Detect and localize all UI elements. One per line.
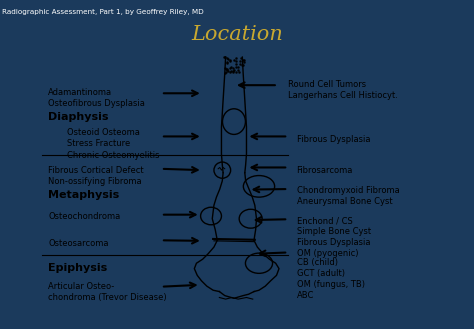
Point xyxy=(229,68,237,74)
Text: CB (child)
GCT (adult)
OM (fungus, TB)
ABC: CB (child) GCT (adult) OM (fungus, TB) A… xyxy=(297,258,365,300)
Point xyxy=(232,69,240,74)
Point xyxy=(230,58,238,63)
Text: Diaphysis: Diaphysis xyxy=(48,112,109,122)
Point xyxy=(235,70,243,75)
Point xyxy=(231,67,238,72)
Point xyxy=(226,57,233,62)
Point xyxy=(222,69,229,74)
Text: Location: Location xyxy=(191,25,283,44)
Point xyxy=(238,62,246,67)
Point xyxy=(228,64,235,70)
Point xyxy=(237,55,245,61)
Text: Chondromyxoid Fibroma
Aneurysmal Bone Cyst: Chondromyxoid Fibroma Aneurysmal Bone Cy… xyxy=(297,186,399,206)
Point xyxy=(224,56,232,61)
Point xyxy=(228,68,235,74)
Point xyxy=(232,56,240,61)
Text: Fibrosarcoma: Fibrosarcoma xyxy=(297,166,353,175)
Point xyxy=(226,65,233,70)
Point xyxy=(229,70,237,75)
Text: Metaphysis: Metaphysis xyxy=(48,190,119,200)
Point xyxy=(223,67,231,72)
Point xyxy=(240,59,247,64)
Point xyxy=(224,68,231,73)
Point xyxy=(223,66,230,71)
Text: Osteoid Osteoma
Stress Fracture
Chronic Osteomyelitis: Osteoid Osteoma Stress Fracture Chronic … xyxy=(67,128,160,160)
Text: Adamantinoma
Osteofibrous Dysplasia: Adamantinoma Osteofibrous Dysplasia xyxy=(48,88,145,108)
Text: Osteochondroma: Osteochondroma xyxy=(48,212,120,221)
Point xyxy=(221,54,228,60)
Text: Enchond / CS
Simple Bone Cyst
Fibrous Dysplasia
OM (pyogenic): Enchond / CS Simple Bone Cyst Fibrous Dy… xyxy=(297,216,371,258)
Point xyxy=(234,64,242,70)
Point xyxy=(240,58,247,63)
Point xyxy=(224,56,231,61)
Text: Epiphysis: Epiphysis xyxy=(48,263,108,273)
Point xyxy=(232,62,240,67)
Text: Osteosarcoma: Osteosarcoma xyxy=(48,239,109,248)
Text: Round Cell Tumors
Langerhans Cell Histiocyt.: Round Cell Tumors Langerhans Cell Histio… xyxy=(288,80,398,100)
Text: Fibrous Dysplasia: Fibrous Dysplasia xyxy=(297,135,370,144)
Point xyxy=(223,66,230,71)
Point xyxy=(239,63,247,68)
Point xyxy=(233,64,240,69)
Point xyxy=(226,69,234,74)
Point xyxy=(226,58,234,63)
Point xyxy=(221,70,228,76)
Point xyxy=(235,67,242,73)
Point xyxy=(221,65,228,71)
Point xyxy=(237,59,244,64)
Point xyxy=(239,57,247,63)
Text: Articular Osteo-
chondroma (Trevor Disease): Articular Osteo- chondroma (Trevor Disea… xyxy=(48,282,167,302)
Point xyxy=(223,60,230,65)
Text: Radiographic Assessment, Part 1, by Geoffrey Riley, MD: Radiographic Assessment, Part 1, by Geof… xyxy=(2,9,204,14)
Point xyxy=(232,58,240,63)
Text: Fibrous Cortical Defect
Non-ossifying Fibroma: Fibrous Cortical Defect Non-ossifying Fi… xyxy=(48,166,144,186)
Point xyxy=(236,62,244,67)
Point xyxy=(229,66,237,71)
Point xyxy=(224,61,231,66)
Point xyxy=(220,55,228,60)
